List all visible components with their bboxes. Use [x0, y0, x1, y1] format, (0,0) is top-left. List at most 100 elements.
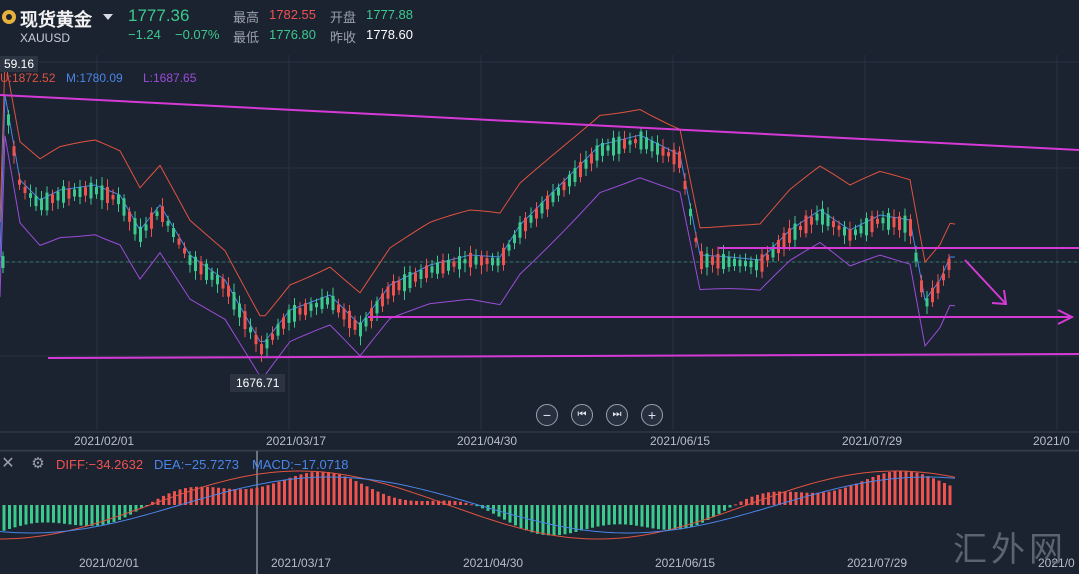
macd-bar	[822, 492, 825, 505]
scroll-end-button[interactable]: ⏭	[606, 404, 628, 426]
macd-bar	[365, 486, 369, 505]
macd-bar	[222, 488, 226, 505]
zoom-in-button[interactable]: +	[641, 404, 663, 426]
candle-body	[854, 229, 857, 236]
macd-bar	[288, 477, 292, 505]
candle-body	[34, 195, 38, 207]
macd-date-label: 2021/0	[1038, 556, 1075, 570]
chevron-down-icon[interactable]	[103, 14, 113, 20]
scroll-start-button[interactable]: ⏮	[571, 404, 593, 426]
macd-bar	[272, 483, 275, 505]
candle-body	[100, 185, 104, 201]
candle-body	[370, 308, 373, 322]
macd-bar	[74, 505, 77, 526]
macd-bar	[8, 505, 11, 529]
candle-body	[513, 234, 516, 244]
candle-body	[320, 297, 324, 309]
candle-body	[430, 266, 434, 273]
last-price: 1777.36	[128, 6, 190, 25]
candle-body	[315, 302, 318, 308]
candle-body	[458, 255, 461, 270]
macd-bar	[211, 487, 215, 505]
macd-bar	[79, 505, 83, 526]
candle-body	[843, 227, 846, 236]
macd-bar	[327, 472, 330, 505]
macd-bar	[90, 505, 94, 526]
macd-bar	[2, 505, 6, 531]
macd-bar	[618, 505, 622, 525]
candle-body	[672, 149, 676, 165]
macd-bar	[585, 505, 589, 530]
candle-body	[232, 292, 236, 310]
candle-body	[810, 216, 813, 225]
candle-body	[832, 220, 835, 228]
candle-body	[150, 212, 153, 229]
macd-bar	[926, 476, 930, 505]
price-scale-top-label: 59.16	[0, 56, 39, 72]
macd-bar	[745, 498, 748, 505]
macd-bar	[805, 492, 809, 505]
macd-bar	[838, 489, 842, 505]
candle-body	[7, 114, 10, 126]
candle-body	[73, 189, 76, 197]
candle-body	[452, 261, 456, 267]
macd-bar	[305, 473, 308, 505]
candle-body	[282, 317, 285, 329]
macd-bar	[189, 487, 193, 505]
macd-bar	[525, 505, 528, 531]
macd-bar	[52, 505, 55, 523]
macd-bar	[932, 478, 935, 505]
candle-body	[265, 339, 269, 349]
macd-bar	[431, 500, 435, 505]
macd-bar	[943, 483, 946, 505]
macd-bar	[448, 500, 451, 505]
candle-body	[815, 213, 819, 221]
candle-body	[172, 228, 175, 237]
macd-bar	[580, 505, 583, 531]
macd-bar	[151, 501, 154, 505]
candle-body	[139, 226, 142, 242]
candle-body	[711, 256, 714, 265]
candle-body	[705, 253, 709, 268]
candle-body	[331, 295, 335, 311]
candle-body	[188, 255, 192, 265]
open-label: 开盘	[330, 10, 357, 25]
instrument-title[interactable]: 现货黄金	[20, 10, 92, 30]
macd-bar	[382, 493, 385, 505]
settings-icon[interactable]: ⚙	[31, 455, 45, 472]
macd-bar	[629, 505, 633, 525]
macd-bar	[123, 505, 127, 518]
macd-bar	[695, 505, 699, 525]
candle-body	[667, 152, 670, 157]
candle-body	[777, 239, 780, 254]
macd-bar	[888, 472, 891, 505]
boll-upper-label: U:1872.52	[0, 71, 56, 85]
macd-bar	[442, 500, 446, 505]
candle-body	[678, 151, 681, 169]
candle-body	[887, 212, 890, 230]
macd-date-label: 2021/04/30	[463, 556, 524, 570]
macd-bar	[244, 489, 248, 505]
macd-bar	[827, 491, 831, 505]
macd-value-label: MACD:−17.0718	[252, 457, 349, 472]
macd-bar	[871, 476, 875, 505]
macd-bar	[547, 505, 550, 536]
macd-date-label: 2021/03/17	[271, 556, 332, 570]
arrow-head	[991, 289, 1008, 306]
macd-bar	[140, 505, 143, 509]
candle-body	[518, 222, 522, 238]
macd-bar	[398, 498, 402, 505]
zoom-out-button[interactable]: −	[536, 404, 558, 426]
macd-bar	[178, 489, 182, 505]
price-change-pct: −0.07%	[175, 27, 220, 42]
macd-bar	[338, 474, 341, 505]
candle-body	[161, 206, 164, 222]
close-icon[interactable]: ✕	[1, 455, 15, 472]
macd-bar	[750, 496, 754, 505]
macd-bar	[833, 490, 836, 505]
candle-body	[287, 309, 291, 323]
candle-body	[249, 327, 252, 333]
macd-bar	[184, 488, 187, 505]
macd-bar	[250, 488, 253, 505]
